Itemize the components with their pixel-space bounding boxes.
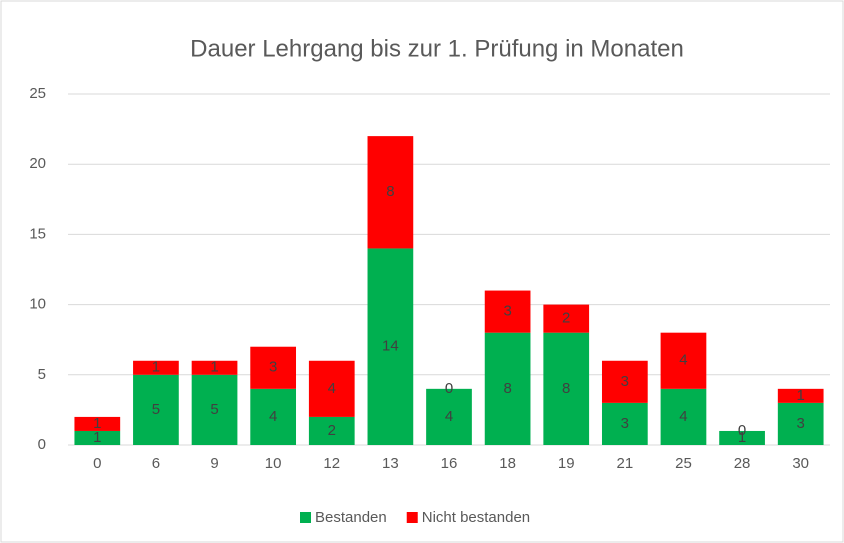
x-tick-label: 18 (499, 455, 516, 472)
bar-segment (250, 346, 297, 389)
x-tick-label: 25 (675, 455, 692, 472)
x-tick-label: 21 (617, 455, 634, 472)
data-label: 3 (503, 303, 511, 320)
x-tick-label: 30 (792, 455, 809, 472)
bar-segment (133, 360, 179, 375)
data-label: 4 (679, 408, 687, 425)
bar-segment (367, 248, 414, 445)
data-label: 2 (328, 422, 336, 439)
bar-segment (74, 430, 121, 445)
x-tick-label: 10 (265, 455, 282, 472)
y-tick-label: 0 (38, 436, 46, 453)
chart-title: Dauer Lehrgang bis zur 1. Prüfung in Mon… (190, 35, 684, 62)
bar-segment (777, 402, 824, 445)
y-tick-label: 5 (38, 366, 46, 383)
data-label: 1 (210, 359, 218, 376)
data-label: 5 (152, 401, 160, 418)
x-tick-label: 12 (323, 455, 340, 472)
data-label: 4 (679, 352, 687, 369)
bar-segment (426, 388, 472, 445)
bar-segment (660, 388, 707, 445)
data-label: 8 (386, 183, 394, 200)
data-label: 4 (328, 380, 336, 397)
data-label: 4 (269, 408, 277, 425)
data-label: 8 (562, 380, 570, 397)
data-label: 1 (797, 387, 805, 404)
bar-segment (601, 360, 648, 403)
bar-segment (719, 430, 765, 445)
legend-swatch (300, 512, 311, 523)
bar-segment (308, 360, 355, 417)
bar-segment (601, 402, 648, 445)
data-label: 8 (503, 380, 511, 397)
x-tick-label: 19 (558, 455, 575, 472)
bar-segment (543, 304, 590, 333)
bar-segment (777, 388, 824, 403)
bar-segment (308, 416, 355, 445)
x-tick-label: 0 (93, 455, 101, 472)
data-label: 1 (93, 429, 101, 446)
bar-segment (74, 416, 121, 431)
legend-label: Bestanden (315, 509, 387, 526)
bar-segment (250, 388, 297, 445)
y-tick-label: 20 (29, 155, 46, 172)
data-label: 0 (445, 380, 453, 397)
bar-segment (484, 290, 531, 333)
bar-segment (133, 374, 179, 445)
data-label: 1 (152, 359, 160, 376)
bar-segment (191, 360, 238, 375)
data-label: 0 (738, 422, 746, 439)
bar-segment (660, 332, 707, 389)
y-tick-label: 15 (29, 225, 46, 242)
data-label: 3 (621, 373, 629, 390)
legend-swatch (406, 512, 418, 523)
x-tick-label: 6 (152, 455, 160, 472)
data-label: 3 (621, 415, 629, 432)
data-label: 3 (269, 359, 277, 376)
data-label: 4 (445, 408, 453, 425)
x-tick-label: 28 (734, 455, 751, 472)
bar-segment (191, 374, 238, 445)
data-label: 2 (562, 310, 570, 327)
bar-segment (543, 332, 590, 445)
data-label: 1 (93, 415, 101, 432)
data-label: 1 (738, 429, 746, 446)
data-label: 3 (797, 415, 805, 432)
bar-segment (367, 136, 414, 249)
x-tick-label: 13 (382, 455, 399, 472)
y-tick-label: 10 (29, 296, 46, 313)
x-tick-label: 16 (441, 455, 458, 472)
bar-segment (484, 332, 531, 445)
data-label: 5 (210, 401, 218, 418)
legend-label: Nicht bestanden (422, 509, 530, 526)
data-label: 14 (382, 338, 399, 355)
x-tick-label: 9 (210, 455, 218, 472)
y-tick-label: 25 (29, 85, 46, 102)
